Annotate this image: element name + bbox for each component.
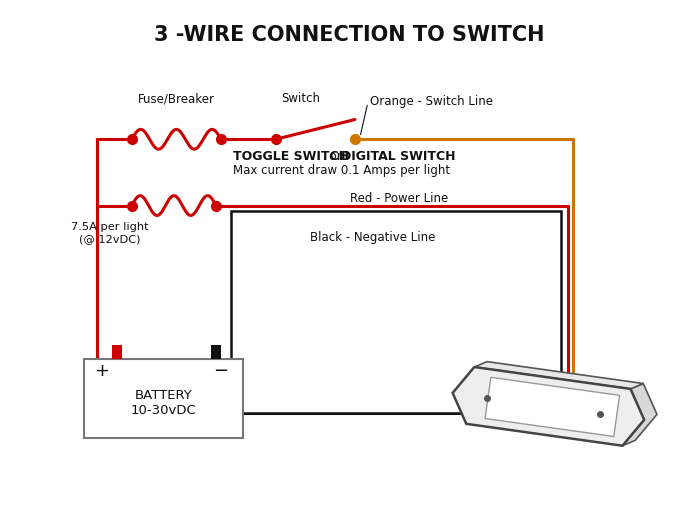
Bar [112,345,122,359]
Text: DIGITAL SWITCH: DIGITAL SWITCH [341,150,456,162]
Polygon shape [475,362,644,389]
Text: Orange - Switch Line: Orange - Switch Line [370,95,493,108]
Polygon shape [452,367,644,446]
Text: 7.5A per light
(@ 12vDC): 7.5A per light (@ 12vDC) [71,223,149,244]
Text: Switch: Switch [281,92,320,105]
Text: BATTERY
10-30vDC: BATTERY 10-30vDC [131,390,196,417]
Text: TOGGLE SWITCH: TOGGLE SWITCH [233,150,349,162]
Text: −: − [214,362,228,380]
Text: Fuse/Breaker: Fuse/Breaker [138,92,215,105]
Bar [231,211,561,413]
Polygon shape [485,377,620,436]
Text: or: or [325,150,346,162]
Bar [84,359,243,438]
Text: Max current draw 0.1 Amps per light: Max current draw 0.1 Amps per light [233,164,450,177]
Bar [211,345,221,359]
Text: Black - Negative Line: Black - Negative Line [311,231,436,244]
Text: +: + [94,362,110,380]
Text: Red - Power Line: Red - Power Line [350,192,448,205]
Text: 3 -WIRE CONNECTION TO SWITCH: 3 -WIRE CONNECTION TO SWITCH [154,25,544,45]
Polygon shape [623,383,657,446]
